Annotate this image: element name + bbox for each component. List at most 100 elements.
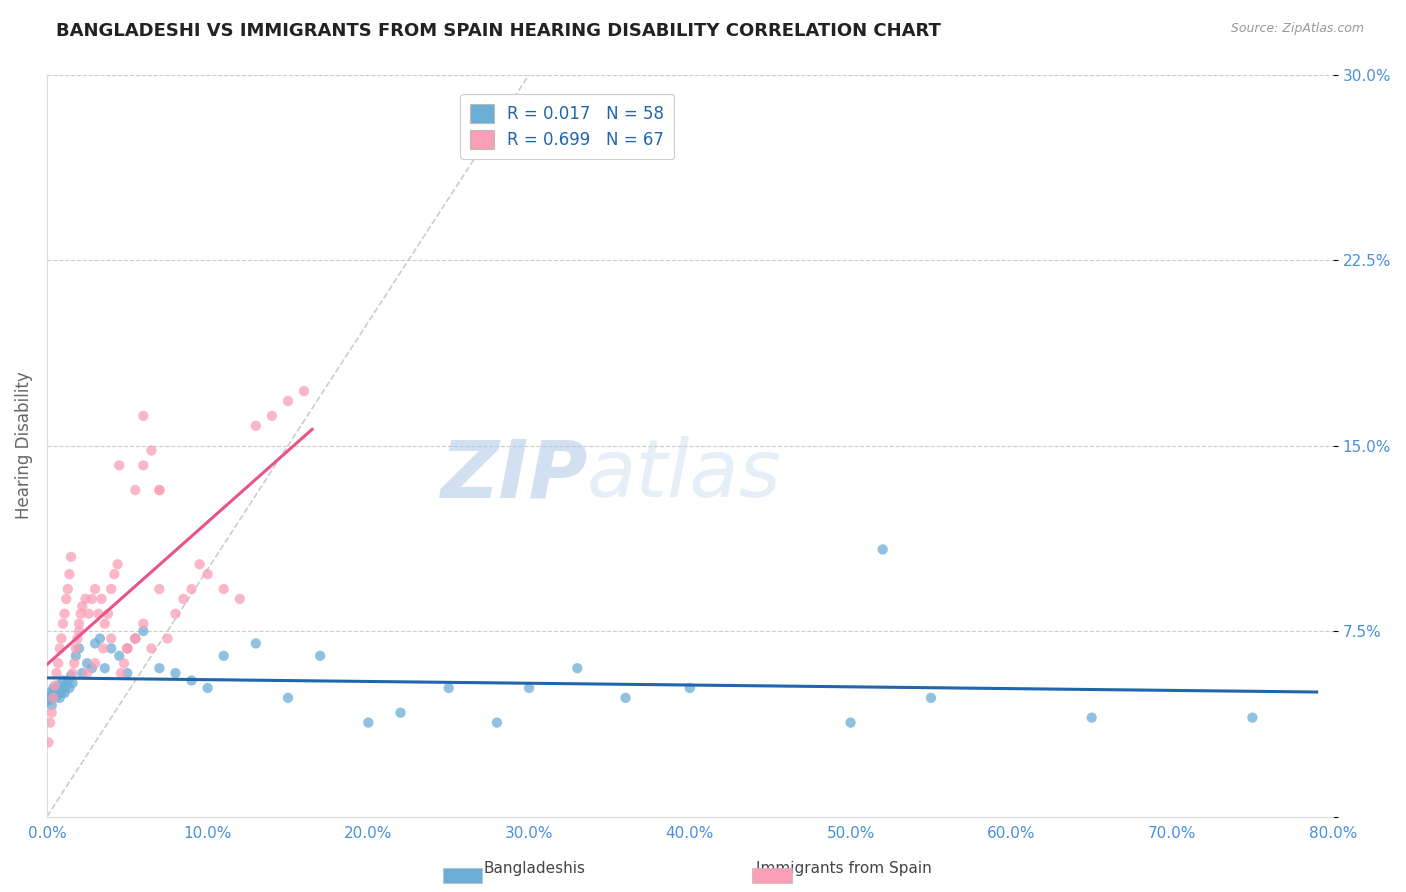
Text: Immigrants from Spain: Immigrants from Spain bbox=[756, 861, 932, 876]
Point bbox=[148, 483, 170, 497]
Point bbox=[56, 582, 79, 596]
Point bbox=[87, 607, 110, 621]
Point bbox=[58, 567, 80, 582]
Point bbox=[679, 681, 702, 695]
Point bbox=[165, 607, 187, 621]
Point bbox=[44, 683, 66, 698]
Point bbox=[124, 632, 146, 646]
Point bbox=[51, 686, 73, 700]
Point bbox=[84, 582, 107, 596]
Point bbox=[66, 632, 89, 646]
Point bbox=[39, 690, 62, 705]
Point bbox=[77, 607, 100, 621]
Point bbox=[46, 686, 69, 700]
Text: atlas: atlas bbox=[586, 436, 782, 515]
Point bbox=[180, 582, 202, 596]
Point bbox=[39, 715, 62, 730]
Point bbox=[485, 715, 508, 730]
Point bbox=[197, 681, 219, 695]
Point bbox=[180, 673, 202, 688]
Point bbox=[56, 673, 79, 688]
Point bbox=[48, 690, 70, 705]
Point bbox=[188, 558, 211, 572]
Point bbox=[67, 624, 90, 638]
Y-axis label: Hearing Disability: Hearing Disability bbox=[15, 372, 32, 519]
Point bbox=[51, 632, 73, 646]
Point bbox=[84, 636, 107, 650]
Point bbox=[48, 641, 70, 656]
Point bbox=[65, 641, 87, 656]
Point bbox=[108, 648, 131, 663]
Point bbox=[107, 558, 129, 572]
Point bbox=[839, 715, 862, 730]
Point bbox=[70, 666, 93, 681]
Point bbox=[41, 689, 63, 703]
Point bbox=[132, 616, 155, 631]
Point bbox=[132, 624, 155, 638]
Point bbox=[117, 641, 139, 656]
Point bbox=[277, 394, 299, 409]
Point bbox=[156, 632, 179, 646]
Text: BANGLADESHI VS IMMIGRANTS FROM SPAIN HEARING DISABILITY CORRELATION CHART: BANGLADESHI VS IMMIGRANTS FROM SPAIN HEA… bbox=[56, 22, 941, 40]
Point bbox=[124, 632, 146, 646]
Point bbox=[357, 715, 380, 730]
Point bbox=[44, 690, 66, 705]
Point bbox=[53, 607, 76, 621]
Point bbox=[65, 648, 87, 663]
Point bbox=[173, 591, 195, 606]
Point bbox=[1241, 711, 1264, 725]
Point bbox=[76, 666, 98, 681]
Point bbox=[55, 678, 77, 692]
Point bbox=[70, 599, 93, 614]
Text: ZIP: ZIP bbox=[440, 436, 586, 515]
Point bbox=[148, 483, 170, 497]
Point bbox=[292, 384, 315, 398]
Point bbox=[59, 668, 82, 682]
Point bbox=[117, 641, 139, 656]
Point bbox=[53, 686, 76, 700]
Point bbox=[148, 661, 170, 675]
Point bbox=[55, 591, 77, 606]
Legend: R = 0.017   N = 58, R = 0.699   N = 67: R = 0.017 N = 58, R = 0.699 N = 67 bbox=[460, 94, 673, 159]
Point bbox=[141, 443, 163, 458]
Point bbox=[39, 686, 62, 700]
Point bbox=[45, 689, 67, 703]
Point bbox=[100, 641, 122, 656]
Point bbox=[52, 616, 75, 631]
Point bbox=[89, 632, 111, 646]
Point bbox=[212, 648, 235, 663]
Point bbox=[42, 690, 65, 705]
Point bbox=[100, 582, 122, 596]
Point bbox=[45, 666, 67, 681]
Point bbox=[46, 678, 69, 692]
Point bbox=[197, 567, 219, 582]
Point bbox=[165, 666, 187, 681]
Point bbox=[97, 607, 120, 621]
Point bbox=[45, 681, 67, 695]
Point bbox=[52, 673, 75, 688]
Point bbox=[58, 681, 80, 695]
Point bbox=[44, 678, 66, 692]
Point bbox=[132, 458, 155, 473]
Point bbox=[277, 690, 299, 705]
Point bbox=[62, 676, 84, 690]
Point bbox=[90, 591, 112, 606]
Point bbox=[42, 686, 65, 700]
Point bbox=[67, 641, 90, 656]
Point bbox=[112, 657, 135, 671]
Point bbox=[872, 542, 894, 557]
Point bbox=[614, 690, 637, 705]
Point bbox=[132, 409, 155, 423]
Point bbox=[108, 458, 131, 473]
Point bbox=[63, 657, 86, 671]
Point bbox=[75, 591, 97, 606]
Point bbox=[110, 666, 132, 681]
Point bbox=[80, 591, 103, 606]
Point bbox=[309, 648, 332, 663]
Point bbox=[103, 567, 125, 582]
Point bbox=[245, 636, 267, 650]
Point bbox=[100, 632, 122, 646]
Point bbox=[42, 681, 65, 695]
Point bbox=[41, 706, 63, 720]
Point bbox=[94, 616, 117, 631]
